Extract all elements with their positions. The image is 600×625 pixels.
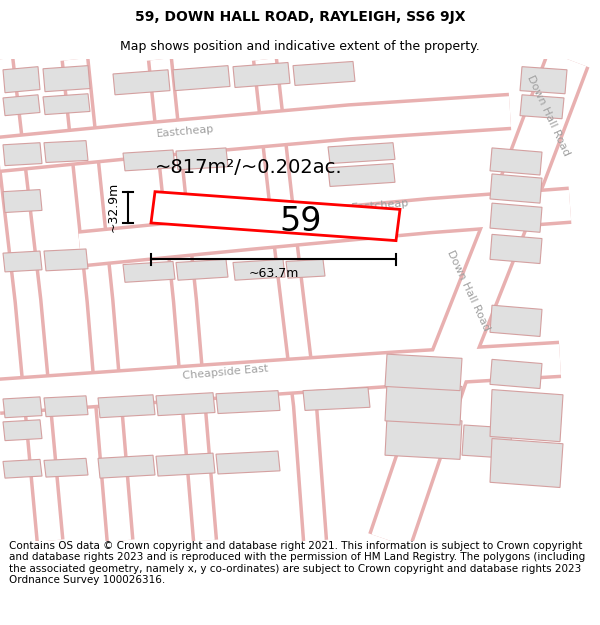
Polygon shape xyxy=(490,234,542,264)
Polygon shape xyxy=(293,61,355,86)
Polygon shape xyxy=(233,259,285,280)
Polygon shape xyxy=(123,150,175,171)
Polygon shape xyxy=(328,142,395,164)
Polygon shape xyxy=(98,395,155,418)
Polygon shape xyxy=(3,67,40,92)
Polygon shape xyxy=(490,359,542,389)
Polygon shape xyxy=(43,94,90,114)
Polygon shape xyxy=(490,174,542,203)
Polygon shape xyxy=(216,391,280,414)
Text: 59: 59 xyxy=(279,205,322,238)
Text: ~817m²/~0.202ac.: ~817m²/~0.202ac. xyxy=(155,158,343,177)
Polygon shape xyxy=(3,142,42,166)
Polygon shape xyxy=(44,396,88,417)
Polygon shape xyxy=(176,259,228,280)
Text: Down Hall Road: Down Hall Road xyxy=(445,249,491,332)
Polygon shape xyxy=(385,382,462,425)
Text: Contains OS data © Crown copyright and database right 2021. This information is : Contains OS data © Crown copyright and d… xyxy=(9,541,585,586)
Text: 59, DOWN HALL ROAD, RAYLEIGH, SS6 9JX: 59, DOWN HALL ROAD, RAYLEIGH, SS6 9JX xyxy=(135,9,465,24)
Polygon shape xyxy=(462,425,512,458)
Text: ~32.9m: ~32.9m xyxy=(107,182,119,232)
Polygon shape xyxy=(520,95,564,119)
Polygon shape xyxy=(156,392,215,416)
Polygon shape xyxy=(490,148,542,175)
Text: ~63.7m: ~63.7m xyxy=(248,268,299,281)
Polygon shape xyxy=(3,95,40,116)
Polygon shape xyxy=(43,66,90,92)
Text: Cheapside East: Cheapside East xyxy=(182,363,268,381)
Text: Eastcheap: Eastcheap xyxy=(155,124,214,139)
Polygon shape xyxy=(286,259,325,278)
Polygon shape xyxy=(44,249,88,271)
Polygon shape xyxy=(490,203,542,232)
Polygon shape xyxy=(216,451,280,474)
Polygon shape xyxy=(328,164,395,186)
Polygon shape xyxy=(44,141,88,162)
Polygon shape xyxy=(233,62,290,88)
Polygon shape xyxy=(490,439,563,488)
Polygon shape xyxy=(490,389,563,442)
Polygon shape xyxy=(385,417,462,459)
Polygon shape xyxy=(123,261,175,282)
Text: Eastcheap: Eastcheap xyxy=(350,198,409,212)
Polygon shape xyxy=(385,354,462,391)
Polygon shape xyxy=(490,305,542,336)
Polygon shape xyxy=(303,388,370,411)
Polygon shape xyxy=(176,148,228,170)
Text: Map shows position and indicative extent of the property.: Map shows position and indicative extent… xyxy=(120,40,480,52)
Polygon shape xyxy=(173,66,230,91)
Polygon shape xyxy=(156,453,215,476)
Polygon shape xyxy=(44,458,88,477)
Polygon shape xyxy=(520,67,567,94)
Polygon shape xyxy=(3,459,42,478)
Polygon shape xyxy=(3,251,42,272)
Polygon shape xyxy=(98,455,155,478)
Text: Down Hall Road: Down Hall Road xyxy=(525,74,571,158)
Polygon shape xyxy=(3,397,42,418)
Polygon shape xyxy=(113,70,170,95)
Polygon shape xyxy=(3,420,42,441)
Polygon shape xyxy=(3,189,42,213)
Polygon shape xyxy=(151,192,400,241)
